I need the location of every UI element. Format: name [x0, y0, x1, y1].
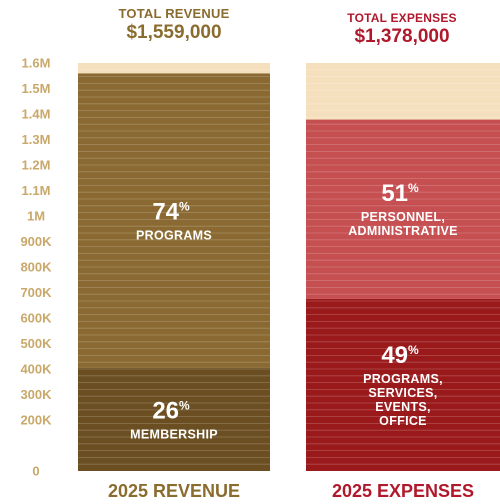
expenses-segment-label: SERVICES,	[368, 386, 437, 400]
percent-symbol: %	[408, 343, 419, 357]
y-tick-label: 600K	[20, 311, 52, 326]
y-tick-label: 400K	[20, 362, 52, 377]
y-tick-label: 1.3M	[22, 132, 51, 147]
y-tick-label: 1.5M	[22, 81, 51, 96]
revenue-segment-percent: 26%	[152, 397, 190, 424]
revenue-header-label: TOTAL REVENUE	[118, 6, 230, 21]
y-tick-label: 1.6M	[22, 56, 51, 71]
expenses-segment	[306, 119, 500, 299]
y-tick-label: 1.2M	[22, 158, 51, 173]
revenue-segment	[78, 73, 270, 368]
expenses-segment-label: PERSONNEL,	[361, 210, 445, 224]
expenses-segment-label: EVENTS,	[375, 400, 431, 414]
percent-symbol: %	[179, 398, 190, 412]
y-tick-label: 700K	[20, 285, 52, 300]
revenue-segment	[78, 367, 270, 471]
revenue-header-amount: $1,559,000	[126, 22, 222, 43]
expenses-footer: 2025 EXPENSES	[331, 481, 475, 501]
revenue-footer: 2025 REVENUE	[107, 481, 241, 501]
percent-symbol: %	[408, 181, 419, 195]
expenses-segment-percent: 51%	[381, 180, 419, 207]
y-tick-label: 900K	[20, 234, 52, 249]
bars: 26% MEMBERSHIP 74% PROGRAMS 49% PROGRAMS,SERV…	[78, 63, 500, 471]
expenses-header-label: TOTAL EXPENSES	[347, 11, 457, 25]
y-axis-ticks: 0 200K 300K 400K 500K 600K 700K 800K 900K 1M 1.1M 1…	[20, 56, 52, 479]
expenses-segment-label: OFFICE	[379, 414, 427, 428]
expenses-header: TOTAL EXPENSES $1,378,000	[312, 11, 492, 48]
y-tick-label: 200K	[20, 413, 52, 428]
y-tick-label: 800K	[20, 260, 52, 275]
revenue-header: TOTAL REVENUE $1,559,000	[84, 6, 264, 44]
revenue-segment-label: PROGRAMS	[136, 229, 212, 243]
revenue-bar: 26% MEMBERSHIP 74% PROGRAMS	[78, 63, 270, 471]
y-tick-label: 1.4M	[22, 107, 51, 122]
percent-symbol: %	[179, 200, 190, 214]
expenses-segment-label: PROGRAMS,	[363, 372, 443, 386]
expenses-header-amount: $1,378,000	[354, 26, 450, 47]
y-tick-label: 1.1M	[22, 183, 51, 198]
y-tick-label: 500K	[20, 336, 52, 351]
revenue-segment-percent: 74%	[152, 199, 190, 226]
expenses-segment	[306, 298, 500, 471]
y-tick-label: 300K	[20, 387, 52, 402]
expenses-segment-label: ADMINISTRATIVE	[348, 224, 458, 238]
revenue-segment-label: MEMBERSHIP	[130, 427, 218, 441]
y-tick-label: 1M	[27, 209, 45, 224]
expenses-segment-percent: 49%	[381, 342, 419, 369]
y-tick-label: 0	[32, 464, 39, 479]
expenses-bar: 49% PROGRAMS,SERVICES,EVENTS,OFFICE 51% PER…	[306, 63, 500, 471]
